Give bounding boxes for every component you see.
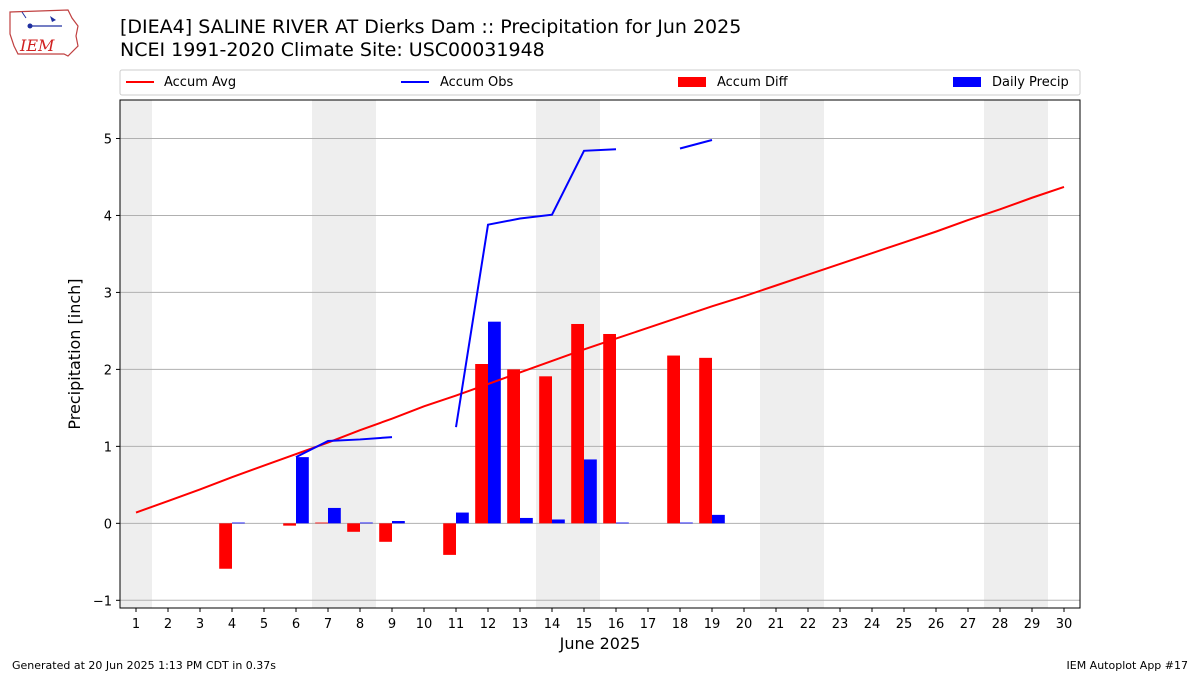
y-tick-label: 5 bbox=[104, 132, 112, 147]
accum-diff-bar bbox=[379, 523, 392, 542]
x-tick-label: 25 bbox=[896, 617, 913, 632]
x-tick-label: 1 bbox=[132, 617, 140, 632]
daily-precip-bar bbox=[456, 512, 469, 524]
x-tick-label: 22 bbox=[800, 617, 817, 632]
y-tick-label: 4 bbox=[104, 209, 112, 224]
accum-diff-bar bbox=[283, 523, 296, 526]
x-tick-label: 17 bbox=[640, 617, 657, 632]
x-tick-label: 10 bbox=[416, 617, 433, 632]
daily-precip-bar bbox=[392, 521, 405, 524]
legend: Accum Avg Accum Obs Accum Diff Daily Pre… bbox=[119, 69, 1081, 96]
x-tick-label: 2 bbox=[164, 617, 172, 632]
x-tick-label: 9 bbox=[388, 617, 396, 632]
legend-accum-diff-label: Accum Diff bbox=[717, 75, 789, 90]
y-tick-label: 0 bbox=[104, 517, 112, 532]
weekend-shade-1 bbox=[312, 100, 376, 608]
weekend-shade-2 bbox=[536, 100, 600, 608]
x-tick-label: 11 bbox=[448, 617, 465, 632]
footer-generated: Generated at 20 Jun 2025 1:13 PM CDT in … bbox=[12, 659, 277, 672]
x-tick-label: 29 bbox=[1024, 617, 1041, 632]
x-tick-label: 26 bbox=[928, 617, 945, 632]
accum-obs-line-segment-1 bbox=[455, 148, 617, 428]
y-tick-label: 3 bbox=[104, 286, 112, 301]
daily-precip-bar bbox=[552, 519, 565, 524]
lines bbox=[135, 139, 1065, 514]
x-tick-label: 13 bbox=[512, 617, 529, 632]
x-tick-label: 7 bbox=[324, 617, 332, 632]
accum-obs-line-segment-0 bbox=[295, 436, 393, 459]
x-tick-label: 6 bbox=[292, 617, 300, 632]
x-axis-label: June 2025 bbox=[559, 634, 641, 653]
accum-diff-bar bbox=[571, 323, 584, 524]
accum-avg-line bbox=[135, 186, 1065, 514]
y-tick-label: −1 bbox=[93, 594, 112, 609]
x-tick-label: 16 bbox=[608, 617, 625, 632]
y-tick-label: 2 bbox=[104, 363, 112, 378]
accum-diff-bar bbox=[475, 364, 488, 524]
x-tick-label: 18 bbox=[672, 617, 689, 632]
daily-precip-bar bbox=[232, 522, 245, 524]
daily-precip-bar bbox=[520, 517, 533, 524]
daily-precip-bar bbox=[488, 321, 501, 524]
footer-app: IEM Autoplot App #17 bbox=[1066, 659, 1189, 672]
accum-obs-line-segment-2 bbox=[679, 139, 713, 150]
x-tick-label: 27 bbox=[960, 617, 977, 632]
x-tick-label: 14 bbox=[544, 617, 561, 632]
logo-text: IEM bbox=[19, 36, 55, 55]
x-tick-label: 15 bbox=[576, 617, 593, 632]
accum-diff-bar bbox=[699, 357, 712, 524]
accum-diff-bar bbox=[315, 522, 328, 524]
legend-accum-diff-swatch bbox=[678, 77, 706, 87]
legend-daily-precip-label: Daily Precip bbox=[992, 75, 1069, 90]
accum-diff-bar bbox=[507, 369, 520, 524]
accum-diff-bar bbox=[443, 523, 456, 555]
daily-precip-bar bbox=[360, 522, 373, 524]
plot-frame bbox=[119, 99, 1081, 609]
legend-accum-obs-label: Accum Obs bbox=[440, 75, 513, 90]
daily-precip-bar bbox=[616, 522, 629, 524]
accum-diff-bar bbox=[667, 355, 680, 524]
chart-title: [DIEA4] SALINE RIVER AT Dierks Dam :: Pr… bbox=[120, 16, 742, 38]
y-tick-label: 1 bbox=[104, 440, 112, 455]
accum-diff-bar bbox=[603, 333, 616, 524]
gridlines bbox=[120, 137, 1080, 601]
legend-accum-avg-label: Accum Avg bbox=[164, 75, 236, 90]
iem-logo: IEM bbox=[9, 9, 79, 57]
daily-precip-bar bbox=[712, 514, 725, 524]
x-tick-label: 3 bbox=[196, 617, 204, 632]
x-tick-label: 4 bbox=[228, 617, 236, 632]
weekend-shade-0 bbox=[120, 100, 152, 608]
x-tick-label: 23 bbox=[832, 617, 849, 632]
x-tick-label: 30 bbox=[1056, 617, 1073, 632]
chart-subtitle: NCEI 1991-2020 Climate Site: USC00031948 bbox=[120, 39, 545, 61]
accum-diff-bar bbox=[539, 376, 552, 524]
daily-precip-bar bbox=[328, 507, 341, 524]
legend-daily-precip-swatch bbox=[953, 77, 981, 87]
accum-diff-bar bbox=[219, 523, 232, 569]
bars bbox=[219, 321, 725, 569]
x-tick-label: 20 bbox=[736, 617, 753, 632]
legend-frame bbox=[119, 69, 1081, 96]
daily-precip-bar bbox=[680, 522, 693, 524]
daily-precip-bar bbox=[296, 457, 309, 524]
weekend-shade-4 bbox=[984, 100, 1048, 608]
accum-diff-bar bbox=[347, 523, 360, 532]
x-tick-label: 8 bbox=[356, 617, 364, 632]
daily-precip-bar bbox=[584, 459, 597, 524]
x-tick-label: 28 bbox=[992, 617, 1009, 632]
x-tick-label: 19 bbox=[704, 617, 721, 632]
x-tick-label: 12 bbox=[480, 617, 497, 632]
x-tick-label: 21 bbox=[768, 617, 785, 632]
y-axis-label: Precipitation [inch] bbox=[65, 278, 84, 429]
x-tick-label: 5 bbox=[260, 617, 268, 632]
weekend-shade-3 bbox=[760, 100, 824, 608]
x-tick-label: 24 bbox=[864, 617, 881, 632]
